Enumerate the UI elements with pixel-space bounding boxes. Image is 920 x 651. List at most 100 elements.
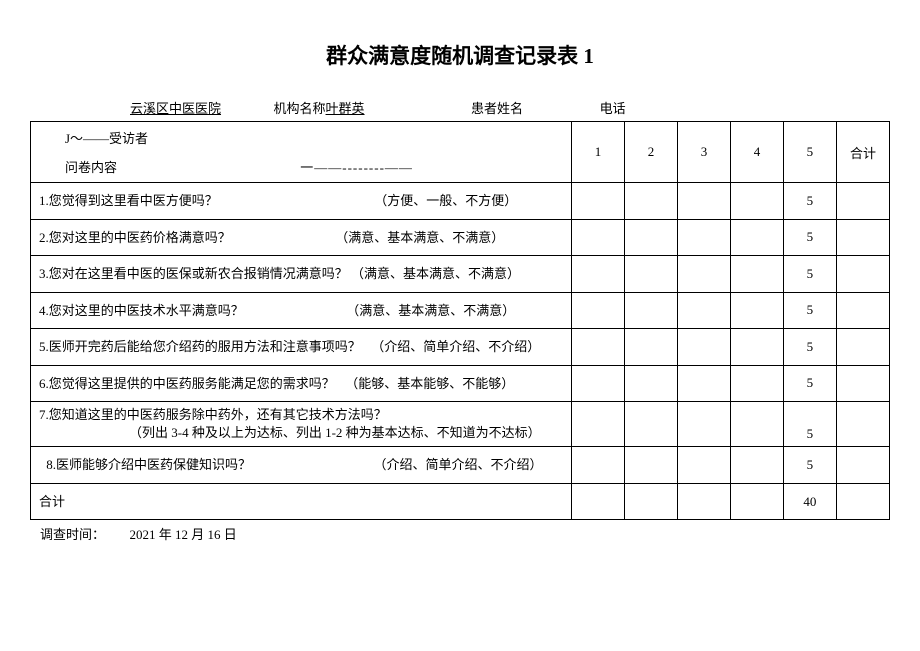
q-text: 医师开完药后能给您介绍药的服用方法和注意事项吗？: [49, 339, 361, 354]
org-label: 机构名称: [274, 101, 326, 116]
q-num: 1.: [39, 193, 49, 208]
val-cell-total: [836, 256, 889, 293]
q-text-line2: （列出 3-4 种及以上为达标、列出 1-2 种为基本达标、不知道为不达标）: [39, 424, 563, 442]
val-cell: [572, 402, 625, 447]
q-text: 您觉得这里提供的中医药服务能满足您的需求吗？: [49, 376, 335, 391]
val-cell: [730, 365, 783, 402]
val-cell-5: 5: [783, 183, 836, 220]
header-left-cell: J～——受访者 问卷内容 一——--------——: [31, 122, 572, 183]
q-text: 您对在这里看中医的医保或新农合报销情况满意吗？: [49, 266, 348, 281]
q-num: 8.: [46, 457, 56, 472]
val-cell-5: 5: [783, 292, 836, 329]
val-cell: [572, 447, 625, 484]
question-cell: 8.医师能够介绍中医药保健知识吗？ （介绍、简单介绍、不介绍）: [31, 447, 572, 484]
col-header-2: 2: [624, 122, 677, 183]
total-cell-5: 40: [783, 483, 836, 520]
val-cell: [730, 329, 783, 366]
val-cell-5: 5: [783, 329, 836, 366]
table-row: 7.您知道这里的中医药服务除中药外，还有其它技术方法吗？ （列出 3-4 种及以…: [31, 402, 890, 447]
table-row: 2.您对这里的中医药价格满意吗？ （满意、基本满意、不满意） 5: [31, 219, 890, 256]
val-cell: [730, 292, 783, 329]
col-header-total: 合计: [836, 122, 889, 183]
total-cell: [677, 483, 730, 520]
total-cell: [730, 483, 783, 520]
question-cell: 1.您觉得到这里看中医方便吗？ （方便、一般、不方便）: [31, 183, 572, 220]
question-cell: 6.您觉得这里提供的中医药服务能满足您的需求吗？ （能够、基本能够、不能够）: [31, 365, 572, 402]
val-cell: [677, 447, 730, 484]
val-cell: [730, 256, 783, 293]
val-cell: [730, 183, 783, 220]
table-row: 4.您对这里的中医技术水平满意吗？ （满意、基本满意、不满意） 5: [31, 292, 890, 329]
content-label: 问卷内容 一——--------——: [41, 157, 561, 176]
val-cell-total: [836, 402, 889, 447]
q-num: 3.: [39, 266, 49, 281]
val-cell: [572, 256, 625, 293]
val-cell: [624, 219, 677, 256]
hospital-name: 云溪区中医医院: [130, 101, 221, 116]
col-header-5: 5: [783, 122, 836, 183]
val-cell: [677, 256, 730, 293]
val-cell: [677, 292, 730, 329]
col-header-3: 3: [677, 122, 730, 183]
total-cell-sum: [836, 483, 889, 520]
q-num: 5.: [39, 339, 49, 354]
q-options: （能够、基本能够、不能够）: [345, 376, 514, 391]
q-text: 您觉得到这里看中医方便吗？: [49, 193, 218, 208]
totals-row: 合计 40: [31, 483, 890, 520]
val-cell: [677, 219, 730, 256]
header-info: 云溪区中医医院 机构名称叶群英 患者姓名 电话: [30, 98, 890, 117]
question-cell: 3.您对在这里看中医的医保或新农合报销情况满意吗？ （满意、基本满意、不满意）: [31, 256, 572, 293]
val-cell-5: 5: [783, 402, 836, 447]
val-cell-5: 5: [783, 256, 836, 293]
val-cell: [730, 402, 783, 447]
question-cell: 2.您对这里的中医药价格满意吗？ （满意、基本满意、不满意）: [31, 219, 572, 256]
survey-time-value: 2021 年 12 月 16 日: [130, 527, 237, 542]
val-cell: [730, 447, 783, 484]
val-cell: [624, 402, 677, 447]
footer: 调查时间： 2021 年 12 月 16 日: [30, 520, 890, 543]
val-cell: [624, 447, 677, 484]
q-options: （满意、基本满意、不满意）: [351, 266, 520, 281]
table-row: 8.医师能够介绍中医药保健知识吗？ （介绍、简单介绍、不介绍） 5: [31, 447, 890, 484]
q-options: （介绍、简单介绍、不介绍）: [374, 457, 543, 472]
total-cell: [572, 483, 625, 520]
q-text-line1: 您知道这里的中医药服务除中药外，还有其它技术方法吗？: [49, 407, 387, 422]
q-text: 医师能够介绍中医药保健知识吗？: [56, 457, 251, 472]
phone-label: 电话: [600, 101, 626, 116]
q-options: （方便、一般、不方便）: [374, 193, 517, 208]
val-cell-total: [836, 292, 889, 329]
val-cell: [624, 292, 677, 329]
val-cell: [730, 219, 783, 256]
col-header-1: 1: [572, 122, 625, 183]
q-num: 2.: [39, 230, 49, 245]
q-text: 您对这里的中医药价格满意吗？: [49, 230, 231, 245]
survey-table: J～——受访者 问卷内容 一——--------—— 1 2 3 4 5 合计 …: [30, 121, 890, 520]
val-cell: [624, 183, 677, 220]
q-num: 4.: [39, 303, 49, 318]
q-options: （介绍、简单介绍、不介绍）: [371, 339, 540, 354]
table-row: 6.您觉得这里提供的中医药服务能满足您的需求吗？ （能够、基本能够、不能够） 5: [31, 365, 890, 402]
val-cell: [677, 402, 730, 447]
val-cell-5: 5: [783, 219, 836, 256]
val-cell-total: [836, 365, 889, 402]
totals-label: 合计: [31, 483, 572, 520]
val-cell-total: [836, 219, 889, 256]
val-cell-total: [836, 447, 889, 484]
question-cell: 4.您对这里的中医技术水平满意吗？ （满意、基本满意、不满意）: [31, 292, 572, 329]
val-cell: [624, 256, 677, 293]
question-cell: 7.您知道这里的中医药服务除中药外，还有其它技术方法吗？ （列出 3-4 种及以…: [31, 402, 572, 447]
val-cell: [572, 219, 625, 256]
val-cell: [677, 183, 730, 220]
q-options: （满意、基本满意、不满意）: [346, 303, 515, 318]
val-cell: [677, 365, 730, 402]
table-header-row: J～——受访者 问卷内容 一——--------—— 1 2 3 4 5 合计: [31, 122, 890, 183]
col-header-4: 4: [730, 122, 783, 183]
val-cell-total: [836, 183, 889, 220]
dash-line: 一——--------——: [300, 157, 413, 176]
table-row: 1.您觉得到这里看中医方便吗？ （方便、一般、不方便） 5: [31, 183, 890, 220]
q-text: 您对这里的中医技术水平满意吗？: [49, 303, 244, 318]
val-cell: [624, 329, 677, 366]
q-num: 6.: [39, 376, 49, 391]
val-cell: [624, 365, 677, 402]
val-cell-5: 5: [783, 447, 836, 484]
